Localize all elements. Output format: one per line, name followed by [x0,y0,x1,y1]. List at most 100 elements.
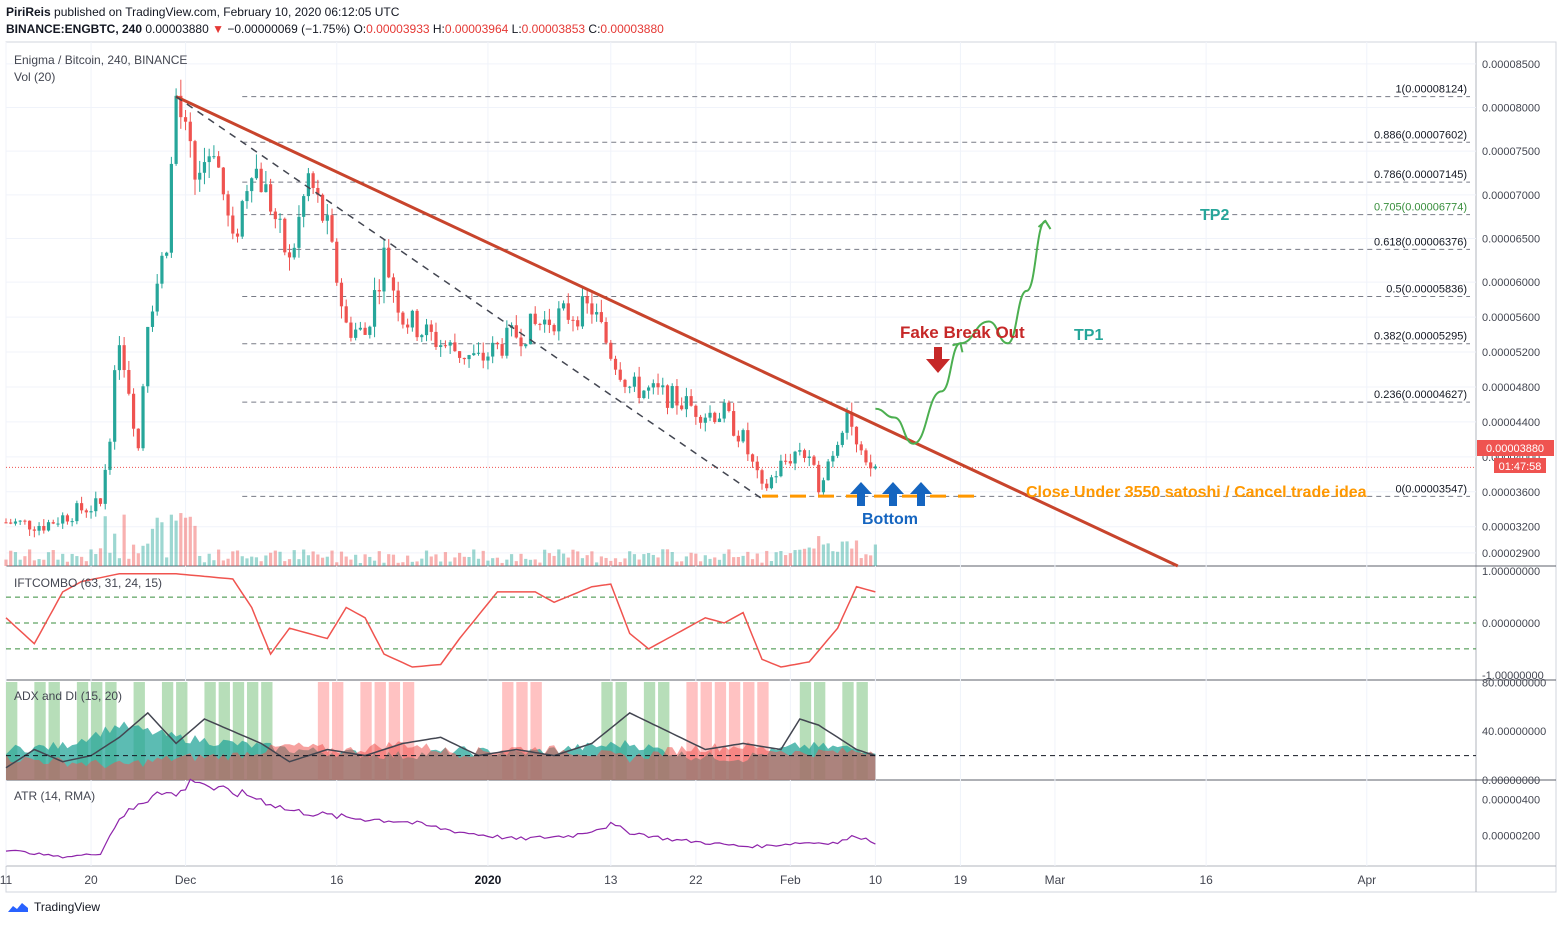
candle-body [411,311,414,328]
volume-bar [486,561,489,566]
fib-level-label: 0.236(0.00004627) [1374,389,1467,401]
candle-body [732,411,735,436]
volume-bars [4,513,877,566]
candle-body [453,342,456,351]
y-tick-label: 0.00008000 [1482,103,1540,115]
candle-body [770,477,773,488]
volume-bar [562,554,565,566]
volume-bar [581,558,584,566]
volume-bar [609,561,612,566]
volume-bar [685,556,688,566]
volume-bar [4,560,7,566]
candle-body [562,303,565,308]
volume-bar [690,553,693,566]
candle-body [137,429,140,449]
volume-bar [534,559,537,566]
volume-bar [397,563,400,566]
candle-body [808,457,811,458]
candle-body [250,178,253,191]
volume-bar [680,561,683,566]
candle-body [671,386,674,408]
candle-body [812,457,815,465]
volume-bar [751,559,754,566]
volume-bar [732,557,735,566]
volume-bar [694,554,697,566]
volume-bar [340,552,343,566]
publisher-name[interactable]: PiriReis [6,5,51,19]
volume-bar [415,561,418,566]
candle-body [42,526,45,531]
atr-y-tick: 0.00000200 [1482,831,1540,843]
candle-body [274,212,277,220]
volume-bar [737,557,740,566]
candle-body [860,444,863,450]
ift-title: IFTCOMBO (63, 31, 24, 15) [14,576,162,590]
y-tick-label: 0.00006000 [1482,277,1540,289]
volume-bar [274,551,277,566]
candle-body [694,406,697,417]
candle-body [99,498,102,504]
volume-bar [472,549,475,566]
candle-body [71,521,74,522]
volume-bar [321,558,324,566]
volume-bar [359,563,362,566]
close-label: C: [588,22,600,36]
candle-body [226,194,229,215]
volume-bar [113,534,116,566]
volume-bar [812,549,815,566]
volume-bar [364,554,367,566]
candle-body [713,413,716,422]
candle-body [288,252,291,257]
candle-body [302,196,305,217]
volume-bar [496,558,499,566]
candle-body [231,216,234,234]
volume-bar [727,549,730,566]
volume-bar [378,551,381,566]
volume-bar [453,557,456,566]
volume-bar [874,545,877,566]
candle-body [827,461,830,480]
candle-body [760,470,763,483]
candle-body [690,396,693,406]
candle-body [652,383,655,387]
candle-body [581,296,584,326]
volume-bar [675,562,678,566]
candle-body [822,480,825,492]
fib-level-label: 0.786(0.00007145) [1374,169,1467,181]
candle-body [132,394,135,429]
volume-bar [633,554,636,566]
y-tick-label: 0.00003600 [1482,487,1540,499]
volume-bar [193,526,196,566]
candle-body [841,433,844,445]
volume-bar [61,554,64,566]
volume-bar [784,555,787,566]
volume-bar [307,555,310,566]
volume-bar [288,559,291,566]
candle-body [255,169,258,178]
volume-bar [293,550,296,566]
chart-area[interactable]: 11 20 Dec 16 2020 13 22 Feb 10 19 Mar 16 Apr 0.000085… [0,40,1562,896]
candle-body [397,291,400,313]
candle-body [742,430,745,441]
volume-bar [387,554,390,566]
volume-bar [827,543,830,566]
candle-body [586,296,589,303]
volume-bar [434,554,437,566]
volume-bar [595,562,598,566]
tradingview-logo[interactable]: TradingView [6,900,100,914]
candle-body [245,191,248,201]
candle-body [619,370,622,380]
volume-bar [208,554,211,566]
volume-bar [330,551,333,566]
volume-bar [382,563,385,566]
volume-bar [368,557,371,566]
atr-line [6,779,875,858]
candle-body [685,396,688,409]
candle-body [486,357,489,361]
candle-body [548,320,551,325]
candle-body [52,522,55,523]
volume-bar [37,559,40,566]
volume-bar [104,516,107,566]
fibonacci-retracement[interactable]: 1(0.00008124) 0.886(0.00007602) 0.786(0.00… [6,84,1476,497]
candle-body [515,325,518,337]
